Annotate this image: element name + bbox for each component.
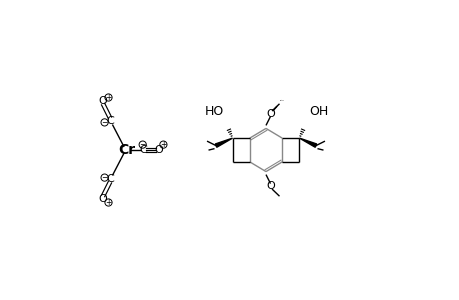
- Text: C: C: [106, 173, 114, 184]
- Text: O: O: [99, 194, 107, 205]
- Text: −: −: [101, 173, 107, 182]
- Text: O: O: [154, 145, 163, 155]
- Text: O: O: [266, 181, 274, 191]
- Text: C: C: [106, 116, 114, 127]
- Text: +: +: [105, 198, 112, 207]
- Polygon shape: [215, 138, 232, 147]
- Text: HO: HO: [204, 105, 224, 118]
- Text: methyl: methyl: [280, 100, 284, 101]
- Text: O: O: [266, 109, 274, 119]
- Text: C: C: [139, 145, 146, 155]
- Text: +: +: [105, 93, 112, 102]
- Text: −: −: [139, 140, 146, 149]
- Text: −: −: [101, 118, 107, 127]
- Polygon shape: [299, 138, 316, 147]
- Text: Cr: Cr: [118, 143, 135, 157]
- Text: OH: OH: [309, 105, 328, 118]
- Text: O: O: [99, 95, 107, 106]
- Text: +: +: [160, 140, 166, 149]
